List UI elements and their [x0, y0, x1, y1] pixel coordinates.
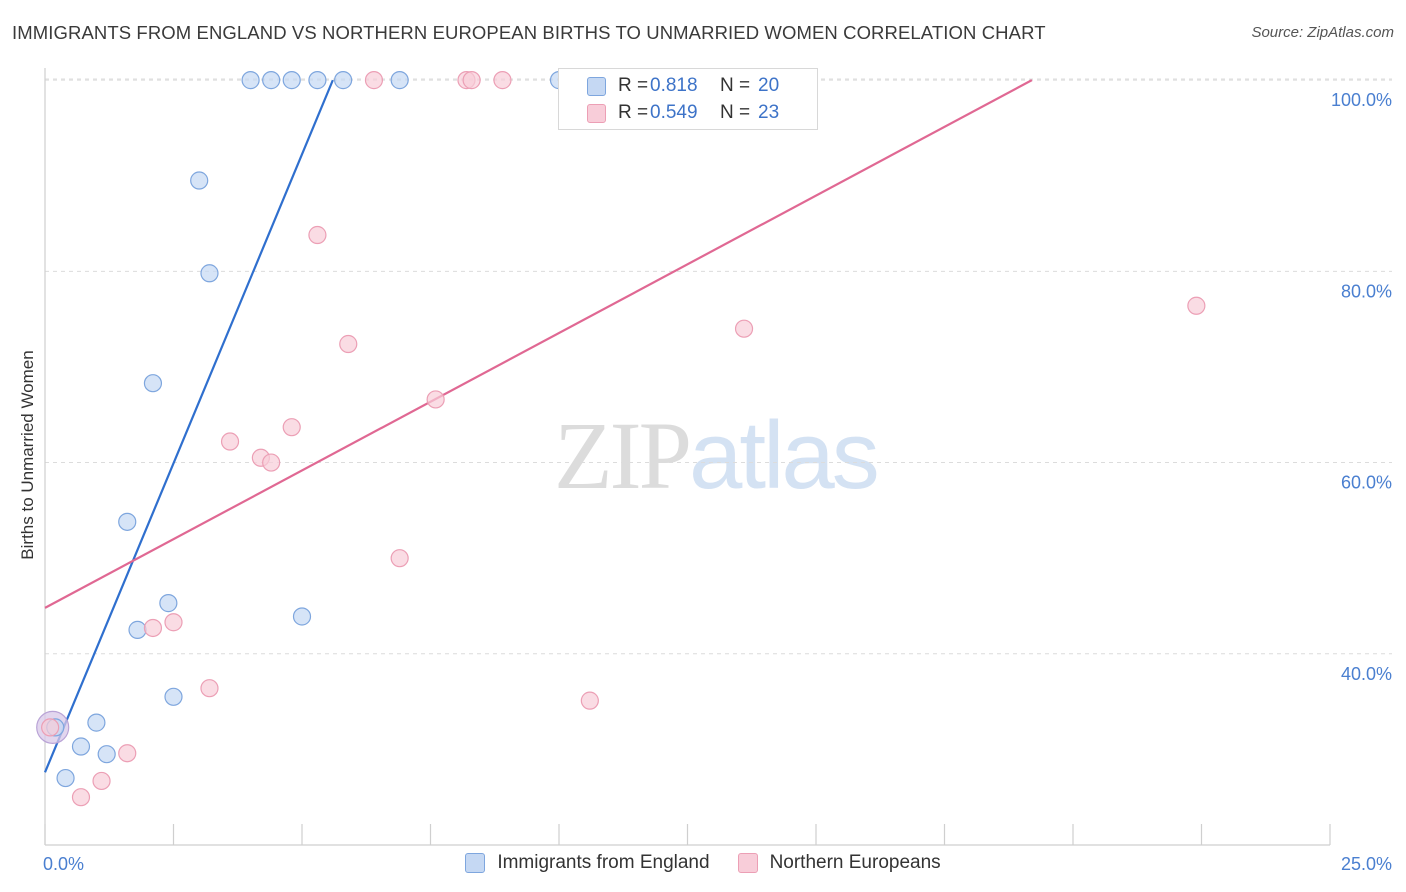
legend-r-label: R =	[618, 75, 649, 96]
legend-swatch-northern	[737, 853, 758, 873]
point-northern	[390, 549, 409, 568]
x-tick-label: 0.0%	[43, 854, 84, 874]
legend-row-northern: R = 0.549 N = 23	[559, 100, 779, 126]
point-england	[241, 71, 260, 90]
point-northern	[262, 453, 281, 472]
chart-title: IMMIGRANTS FROM ENGLAND VS NORTHERN EURO…	[12, 22, 1046, 43]
trend-layer	[43, 79, 1033, 773]
y-tick-label: 80.0%	[1341, 281, 1392, 301]
legend-item-england[interactable]: Immigrants from England	[465, 852, 710, 874]
legend-label-england: Immigrants from England	[497, 852, 710, 873]
point-england	[200, 264, 219, 283]
legend-r-value: 0.549	[650, 102, 698, 123]
point-northern	[339, 334, 358, 354]
legend-n-label: N =	[720, 102, 751, 123]
correlation-legend: R = 0.818 N = 20 R = 0.549 N = 23	[558, 68, 818, 130]
point-england	[87, 713, 106, 732]
point-england	[308, 71, 327, 90]
point-northern	[426, 390, 445, 409]
legend-n-value: 23	[758, 102, 780, 123]
point-northern	[462, 71, 481, 90]
point-england	[390, 71, 409, 90]
point-northern	[1187, 296, 1206, 315]
legend-swatch-england	[465, 853, 486, 873]
point-northern	[92, 771, 111, 791]
trend-line-england	[43, 79, 334, 773]
legend-row-england: R = 0.818 N = 20	[559, 73, 779, 99]
legend-label-northern: Northern Europeans	[769, 852, 941, 873]
x-tick-label: 25.0%	[1341, 854, 1392, 874]
legend-item-northern[interactable]: Northern Europeans	[737, 852, 941, 874]
point-northern	[493, 71, 512, 90]
point-england	[97, 745, 116, 764]
points-layer	[36, 71, 1206, 807]
point-england	[118, 512, 137, 531]
source-credit: Source: ZipAtlas.com	[1251, 24, 1394, 41]
legend-n-value: 20	[758, 75, 780, 96]
point-england	[262, 71, 281, 90]
point-northern	[220, 432, 240, 451]
point-northern	[308, 225, 327, 245]
legend-r-label: R =	[618, 102, 649, 123]
point-england	[164, 687, 183, 706]
watermark: ZIPatlas	[554, 400, 880, 511]
y-tick-label: 100.0%	[1331, 90, 1392, 110]
point-england	[128, 620, 147, 639]
point-northern	[282, 418, 301, 437]
point-england	[159, 594, 178, 613]
trend-line-northern	[44, 79, 1033, 609]
point-northern	[364, 71, 384, 90]
tick-label-layer: 40.0% 60.0% 80.0% 100.0% 0.0% 25.0%	[43, 90, 1392, 874]
point-england	[190, 171, 209, 190]
point-northern	[143, 618, 163, 638]
y-tick-label: 40.0%	[1341, 664, 1392, 684]
point-northern	[200, 679, 219, 698]
legend-n-label: N =	[720, 75, 751, 96]
point-northern	[41, 718, 60, 737]
point-england	[334, 71, 353, 90]
point-northern	[71, 788, 91, 807]
axis-layer	[44, 68, 1331, 846]
series-legend: Immigrants from England Northern Europea…	[0, 852, 1406, 874]
point-northern	[580, 691, 599, 710]
point-northern	[118, 744, 137, 763]
point-england	[292, 607, 312, 626]
point-england	[71, 737, 91, 756]
point-northern	[164, 613, 183, 632]
point-england	[56, 768, 75, 788]
legend-swatch-england	[587, 76, 606, 96]
point-england	[143, 374, 163, 393]
watermark-zip: ZIP	[554, 402, 692, 509]
y-tick-label: 60.0%	[1341, 473, 1392, 493]
point-england	[282, 71, 301, 90]
grid-layer	[45, 78, 1392, 655]
legend-r-value: 0.818	[650, 75, 698, 96]
point-northern	[734, 319, 754, 338]
watermark-atlas: atlas	[689, 402, 880, 509]
legend-swatch-northern	[587, 103, 606, 123]
